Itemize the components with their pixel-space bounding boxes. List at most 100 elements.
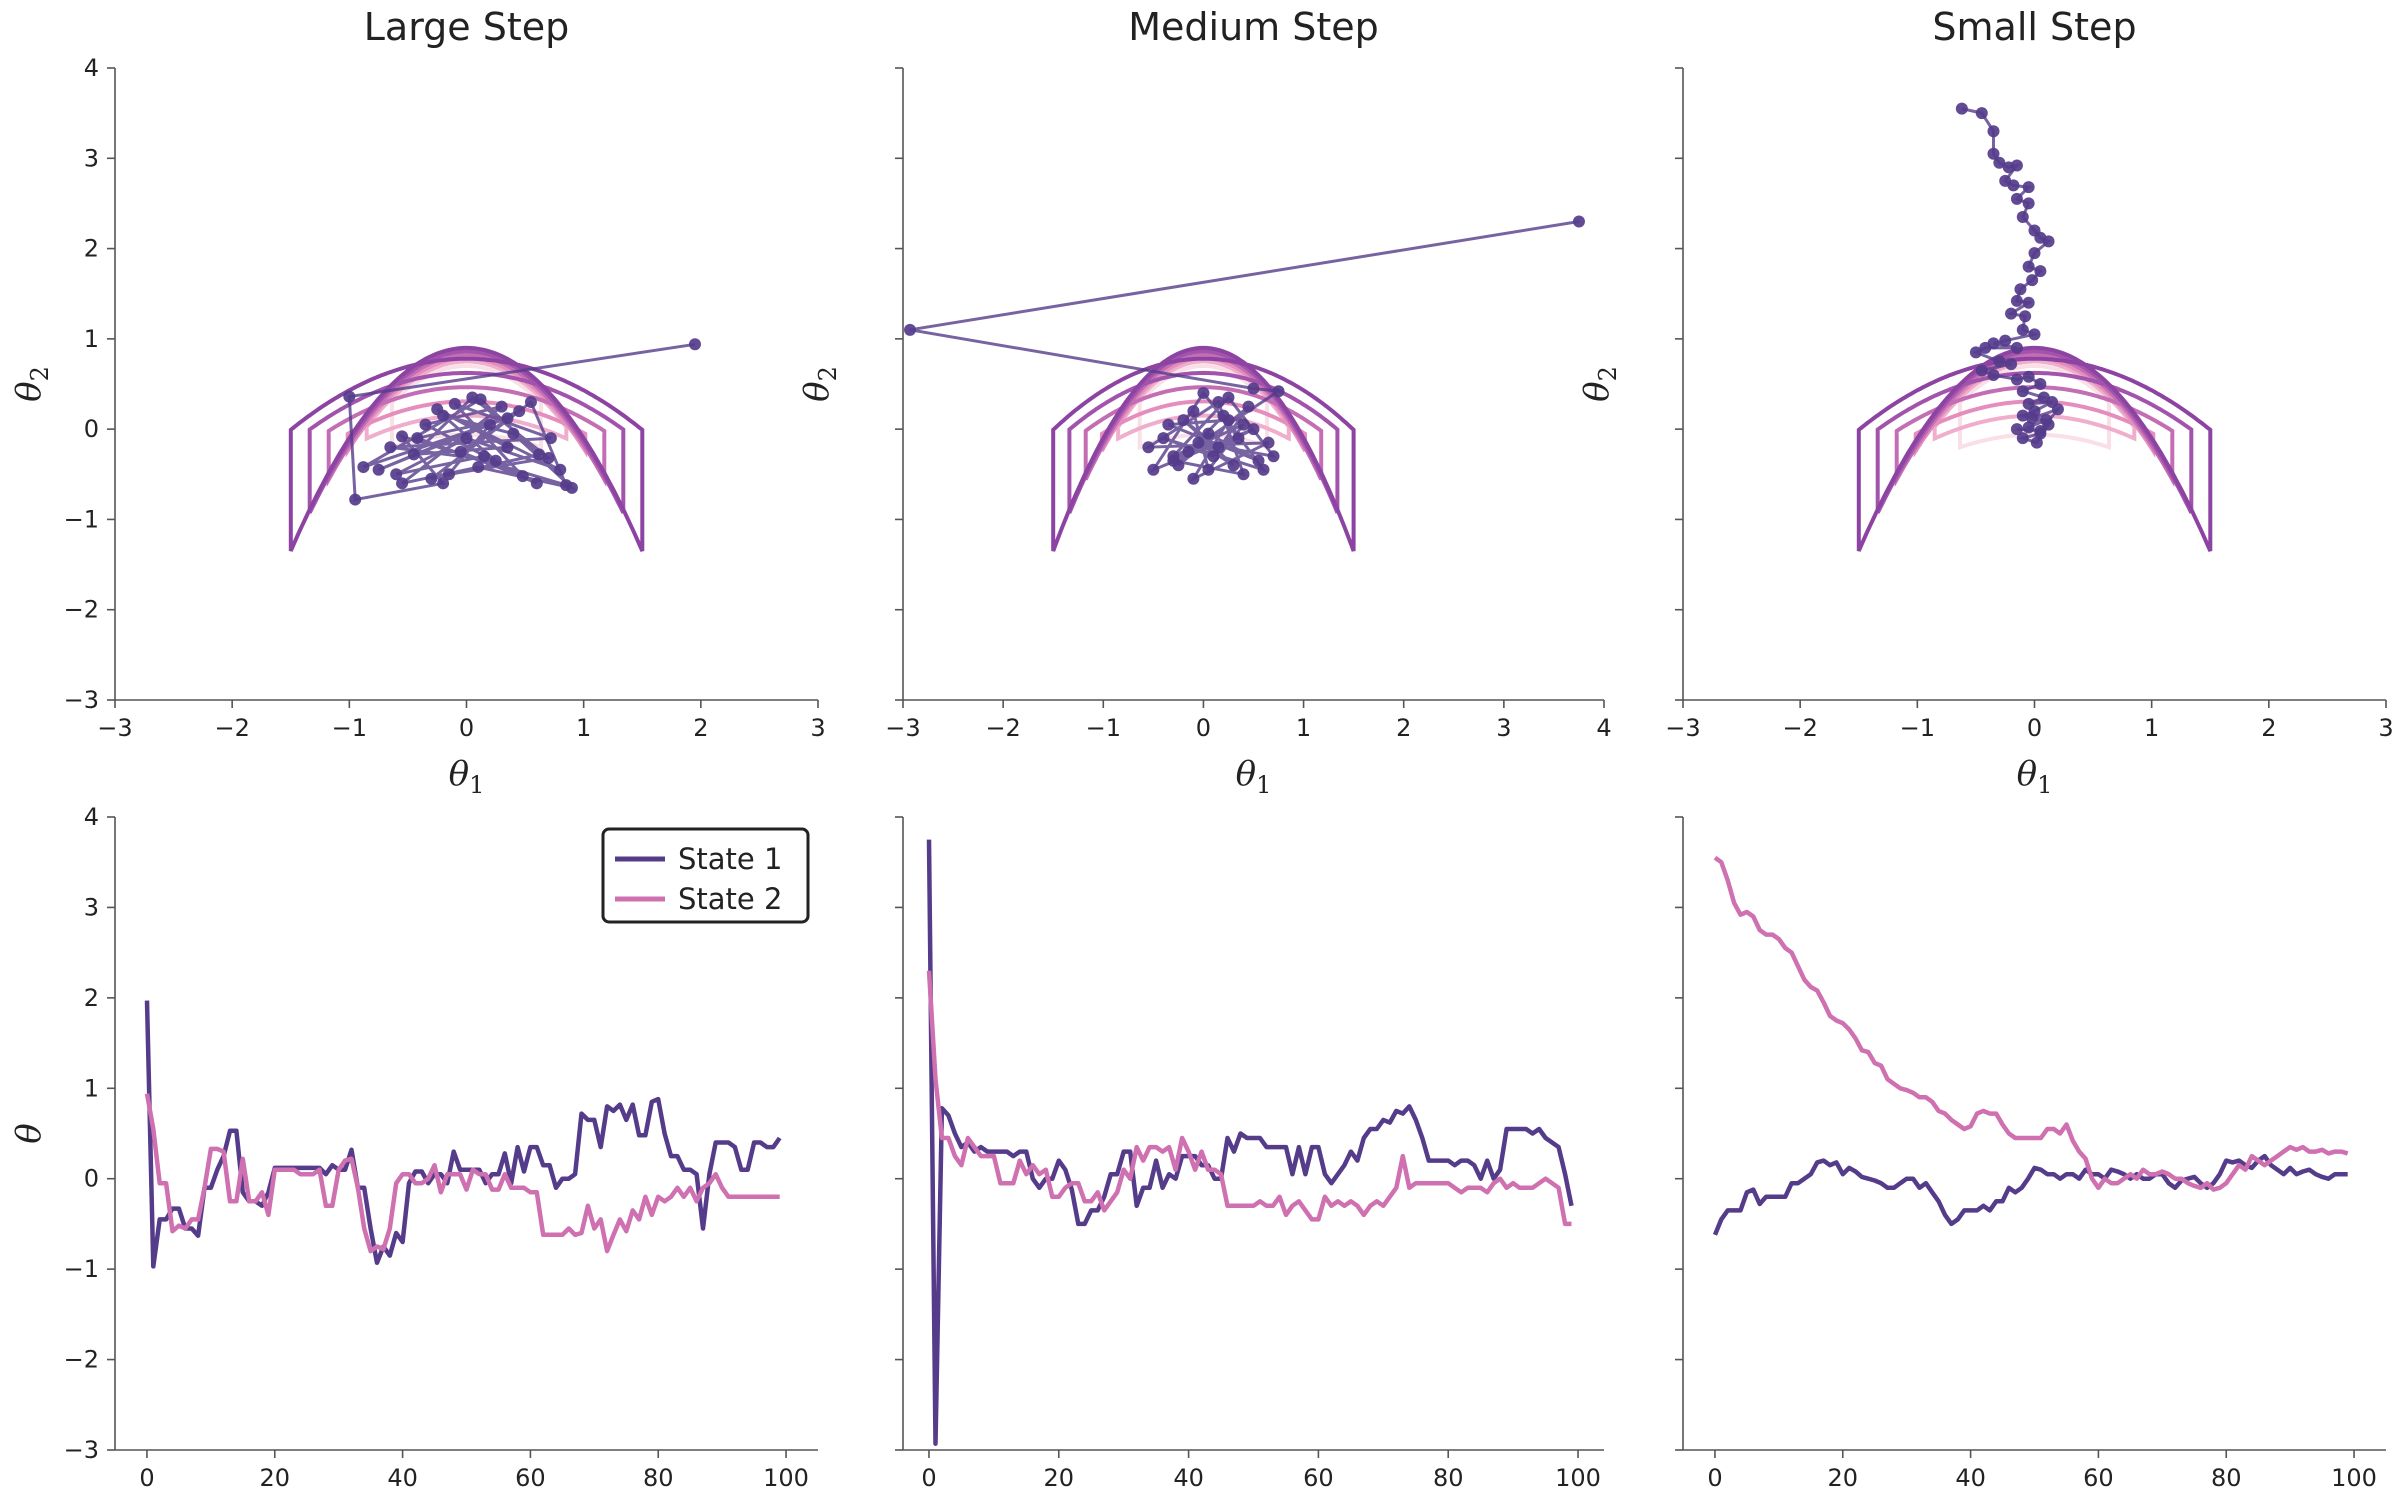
trajectory-point [2022,181,2035,194]
x-tick-label: −3 [1665,714,1700,742]
trajectory-point [2051,403,2064,416]
trajectory-point [1147,463,1160,476]
trajectory-point [442,468,455,481]
x-tick-label: 4 [1596,714,1611,742]
plot-area [288,338,701,552]
trajectory-point [524,396,537,409]
series-line-state-2 [144,1093,780,1254]
x-tick-label: 0 [459,714,474,742]
trajectory-point [2010,423,2023,436]
contour-line [307,349,626,514]
trajectory-point [478,450,491,463]
x-tick-label: 3 [1496,714,1511,742]
trajectory-point [2007,179,2020,192]
trajectory-point [425,472,438,485]
trajectory-point [2028,247,2041,260]
panel-title: Large Step [364,5,570,49]
trajectory-point [407,448,420,461]
x-tick-label: −3 [97,714,132,742]
trajectory-point [343,390,356,403]
trajectory-point [1142,441,1155,454]
series-line-state-1 [926,839,1574,1446]
trajectory-point [1267,450,1280,463]
trajectory-point [1237,418,1250,431]
x-tick-label: 0 [139,1464,154,1492]
plot-area [926,839,1574,1446]
trajectory-point [1262,436,1275,449]
y-tick-label: 1 [84,325,99,353]
trajectory-point [2014,283,2027,296]
x-tick-label: 40 [387,1464,418,1492]
trajectory-point [1242,400,1255,413]
y-tick-label: 3 [84,893,99,921]
trajectory-point [2016,323,2029,336]
contour-line [1932,359,2137,442]
trajectory-point [533,448,546,461]
y-tick-label: −2 [64,1346,99,1374]
trajectory-point [2022,370,2035,383]
contour-line [1067,349,1340,514]
trajectory-point [2034,424,2047,437]
trajectory-point [419,418,432,431]
y-tick-label: 4 [84,54,99,82]
trajectory-point [489,454,502,467]
trajectory-point [2010,341,2023,354]
y-tick-label: −3 [64,1436,99,1464]
x-axis-label: θ1 [2017,754,2053,799]
trajectory-point [483,418,496,431]
trajectory-point [1227,459,1240,472]
trajectory-point [390,468,403,481]
x-tick-label: 100 [763,1464,809,1492]
y-axis-label: θ2 [797,366,842,402]
trajectory-point [1975,364,1988,377]
plot-area [1712,855,2349,1236]
series-line-state-2 [1713,855,2349,1192]
trajectory-point [1969,346,1982,359]
y-axis-label: θ [9,1123,49,1143]
trajectory-point [1987,147,2000,160]
y-axis-label: θ2 [1577,366,1622,402]
trajectory-point [2010,294,2023,307]
trajectory-point [1187,405,1200,418]
y-tick-label: −2 [64,596,99,624]
trajectory-point [544,432,557,445]
x-tick-label: −3 [885,714,920,742]
trajectory-point [2026,412,2039,425]
trajectory-point [1212,396,1225,409]
y-tick-label: 2 [84,235,99,263]
x-tick-label: 60 [515,1464,546,1492]
trajectory-point [396,430,409,443]
trajectory-point [2042,418,2055,431]
x-tick-label: −2 [214,714,249,742]
trajectory-point [1207,450,1220,463]
contour-line [390,363,543,451]
trajectory-point [460,432,473,445]
plot-area [1856,102,2213,552]
series-line-state-1 [1712,1153,2348,1236]
trajectory-point [396,477,409,490]
trajectory-point [1202,463,1215,476]
panel-bottom-middle: 0 20 40 60 80 100 [895,816,1604,1492]
trajectory-point [1232,432,1245,445]
trajectory-point [2022,197,2035,210]
panel-title: Small Step [1932,5,2136,49]
x-axis-label: θ1 [1236,754,1272,799]
x-tick-label: −2 [985,714,1020,742]
y-axis-label: θ2 [9,366,54,402]
x-tick-label: 100 [1555,1464,1601,1492]
trajectory-point [384,441,397,454]
trajectory-point [1202,427,1215,440]
panel-top-right: −3 −2 −1 0 1 2 3 Small Step θ1 θ2 [1577,5,2394,799]
x-tick-label: 100 [2331,1464,2377,1492]
series-line-state-2 [926,970,1572,1227]
trajectory-point [2016,432,2029,445]
trajectory-point [1993,156,2006,169]
trajectory-point [1955,102,1968,115]
trajectory-point [437,477,450,490]
x-tick-label: 20 [1044,1464,1075,1492]
x-tick-label: 0 [1196,714,1211,742]
trajectory-point [1222,391,1235,404]
x-tick-label: 1 [576,714,591,742]
trajectory-point [1197,387,1210,400]
